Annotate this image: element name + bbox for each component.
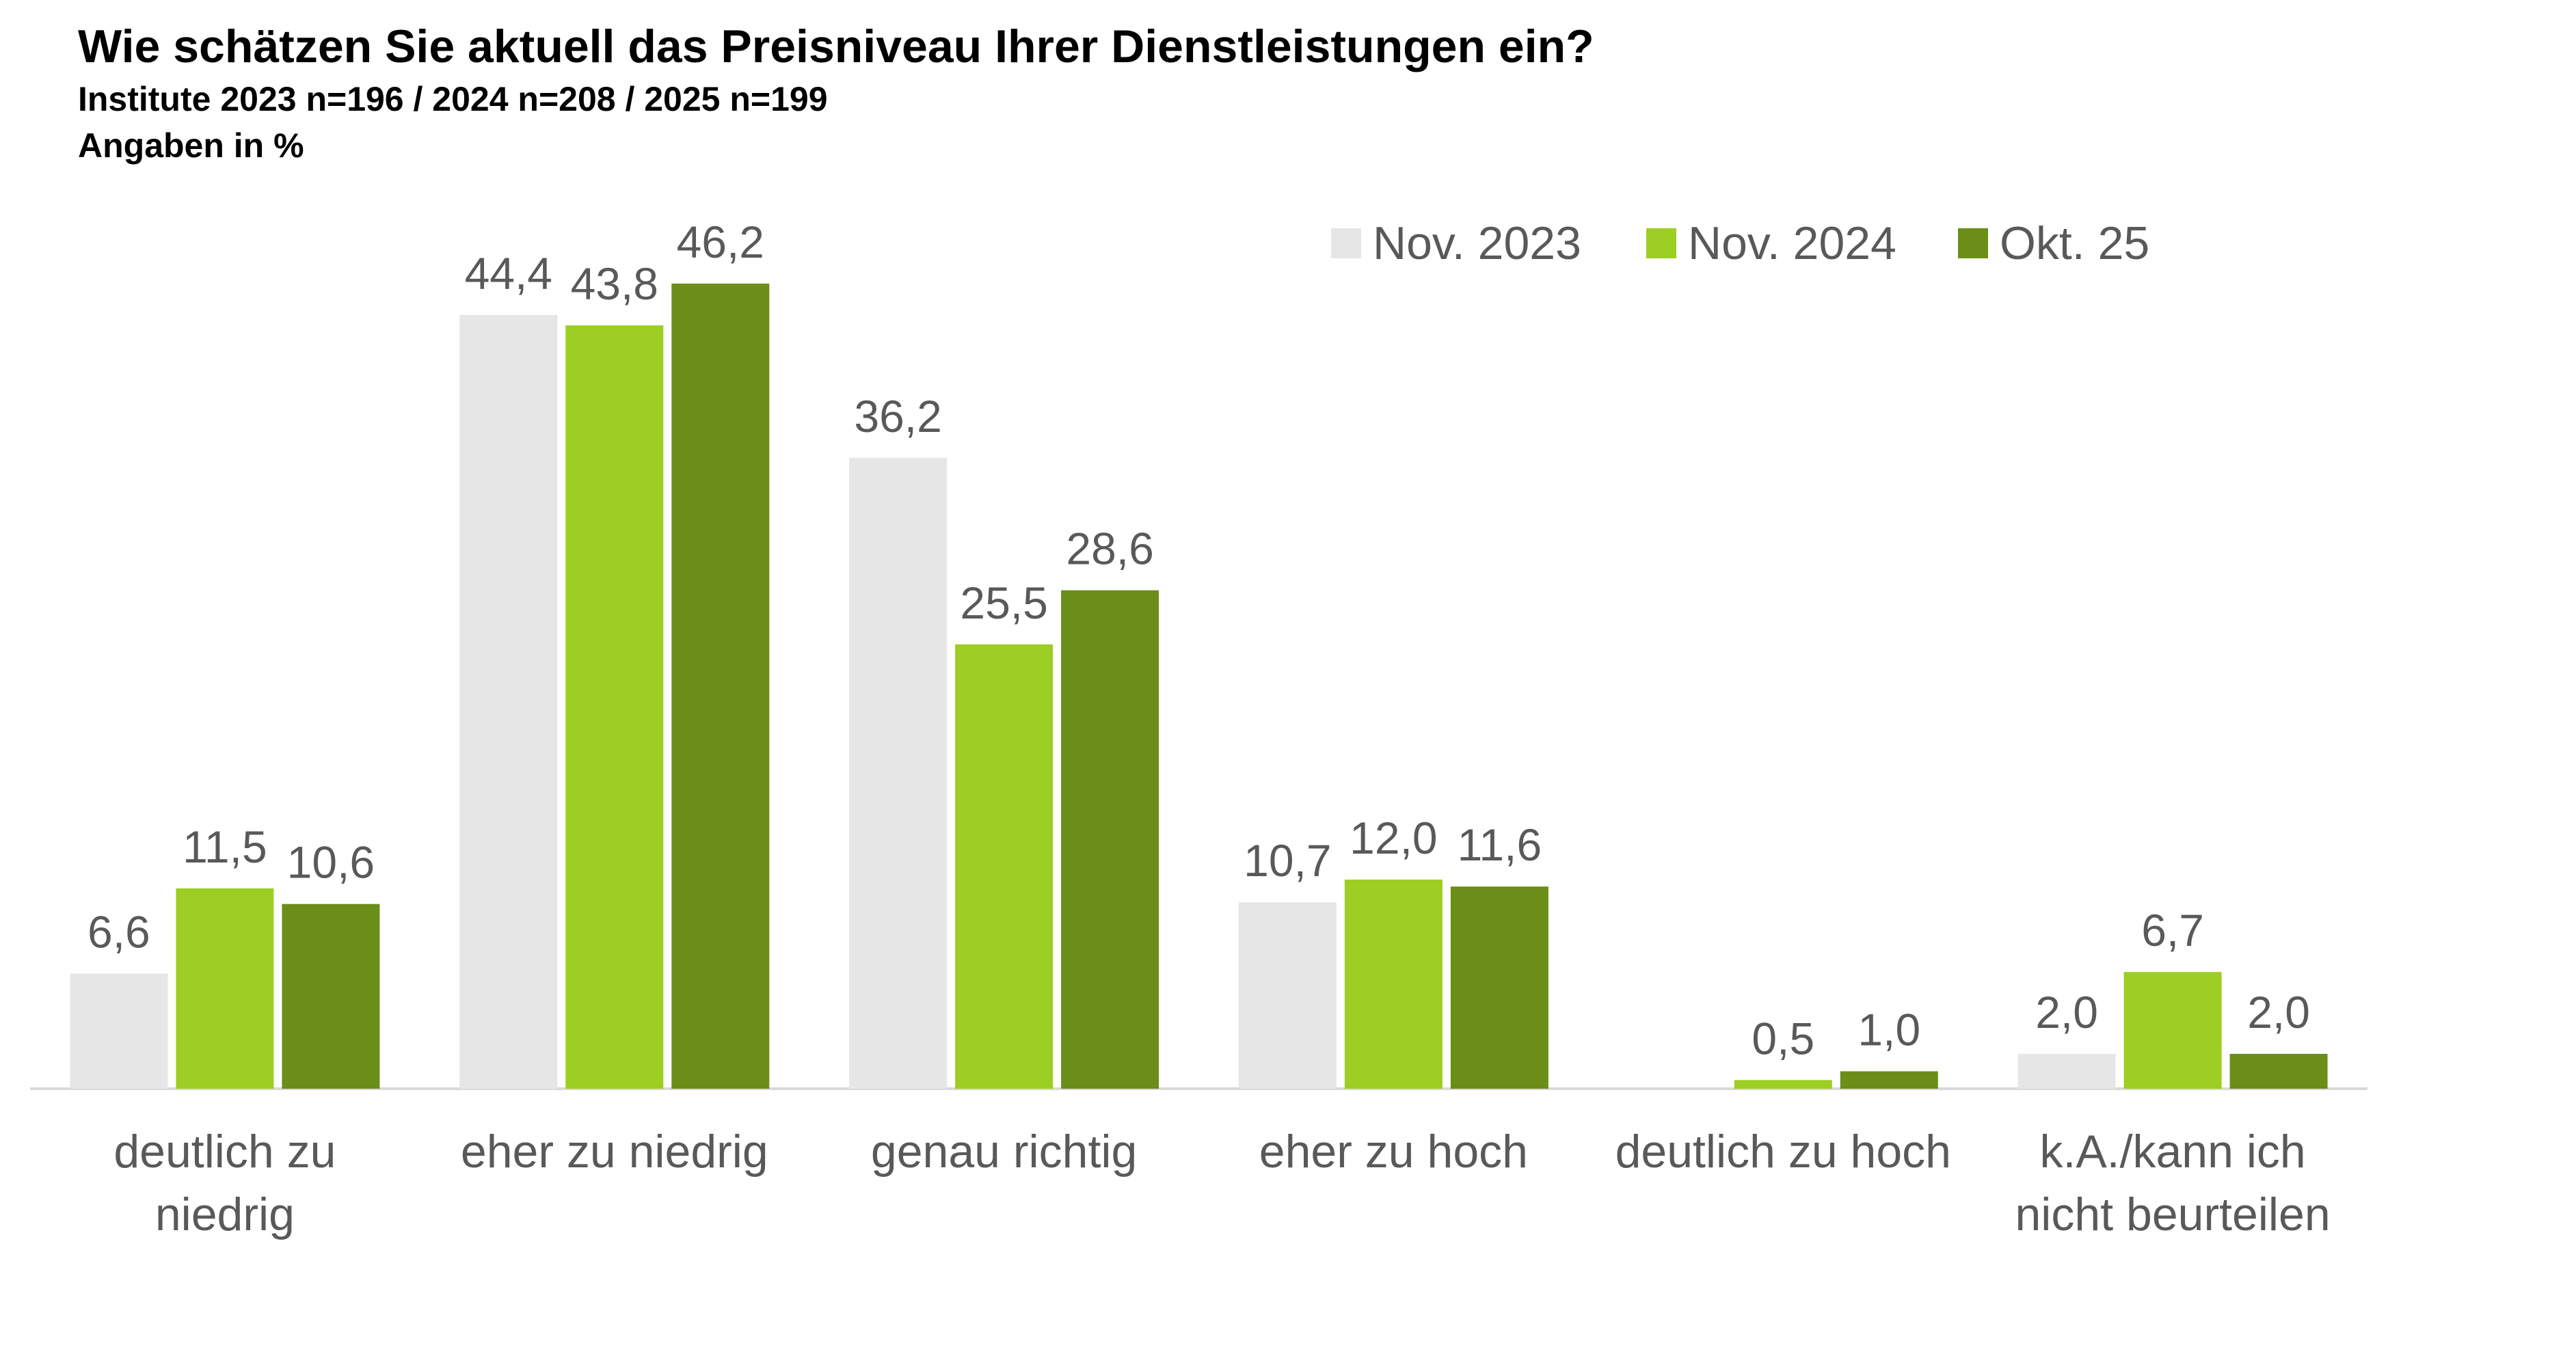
value-label-okt-25-k-a-kann-ich-nicht-beurteilen: 2,0 xyxy=(2247,987,2310,1037)
value-label-nov-2024-k-a-kann-ich-nicht-beurteilen: 6,7 xyxy=(2141,905,2204,955)
bar-nov-2024-deutlich-zu-niedrig xyxy=(176,888,274,1089)
bar-nov-2024-deutlich-zu-hoch xyxy=(1734,1080,1832,1089)
value-label-nov-2023-eher-zu-niedrig: 44,4 xyxy=(465,248,552,299)
bar-nov-2024-genau-richtig xyxy=(955,644,1054,1089)
chart-title: Wie schätzen Sie aktuell das Preisniveau… xyxy=(78,21,1594,72)
bar-nov-2023-eher-zu-niedrig xyxy=(459,314,558,1089)
legend-label: Nov. 2023 xyxy=(1373,217,1581,269)
value-label-okt-25-deutlich-zu-niedrig: 10,6 xyxy=(287,837,375,888)
bar-okt-25-genau-richtig xyxy=(1061,590,1159,1089)
legend-swatch xyxy=(1958,228,1988,258)
bar-group-deutlich-zu-niedrig: 6,6 11,5 10,6 xyxy=(70,821,380,1089)
bar-group-eher-zu-hoch: 10,7 12,0 11,6 xyxy=(1238,813,1548,1089)
bar-okt-25-deutlich-zu-niedrig xyxy=(282,904,380,1089)
value-label-nov-2023-k-a-kann-ich-nicht-beurteilen: 2,0 xyxy=(2035,987,2098,1037)
legend-label: Okt. 25 xyxy=(2000,217,2150,269)
legend-item-nov-2024: Nov. 2024 xyxy=(1646,216,1896,271)
category-label-eher-zu-niedrig: eher zu niedrig xyxy=(460,1126,768,1178)
value-label-nov-2024-eher-zu-niedrig: 43,8 xyxy=(571,258,658,309)
legend-swatch xyxy=(1331,228,1361,258)
value-label-okt-25-eher-zu-niedrig: 46,2 xyxy=(677,217,764,267)
bar-nov-2023-eher-zu-hoch xyxy=(1238,902,1337,1089)
bar-nov-2024-k-a-kann-ich-nicht-beurteilen xyxy=(2123,972,2222,1089)
bar-group-k-a-kann-ich-nicht-beurteilen: 2,0 6,7 2,0 xyxy=(2017,905,2328,1089)
bar-okt-25-eher-zu-hoch xyxy=(1450,886,1548,1089)
legend-item-nov-2023: Nov. 2023 xyxy=(1331,216,1581,271)
bar-nov-2024-eher-zu-niedrig xyxy=(565,325,664,1089)
bar-nov-2023-k-a-kann-ich-nicht-beurteilen xyxy=(2017,1054,2116,1089)
bar-nov-2023-deutlich-zu-niedrig xyxy=(70,973,168,1089)
value-label-nov-2024-deutlich-zu-hoch: 0,5 xyxy=(1752,1013,1814,1063)
value-label-okt-25-eher-zu-hoch: 11,6 xyxy=(1458,819,1542,870)
value-label-nov-2023-genau-richtig: 36,2 xyxy=(854,391,941,441)
value-label-nov-2024-deutlich-zu-niedrig: 11,5 xyxy=(183,821,267,872)
value-label-nov-2024-genau-richtig: 25,5 xyxy=(960,578,1047,628)
value-label-nov-2023-eher-zu-hoch: 10,7 xyxy=(1244,835,1331,886)
category-label-eher-zu-hoch: eher zu hoch xyxy=(1259,1126,1528,1178)
bar-group-deutlich-zu-hoch: 0,5 1,0 xyxy=(1734,1005,1938,1089)
legend-item-okt-25: Okt. 25 xyxy=(1958,216,2149,271)
bar-okt-25-eher-zu-niedrig xyxy=(671,283,770,1089)
bar-group-eher-zu-niedrig: 44,4 43,8 46,2 xyxy=(459,217,770,1089)
bar-okt-25-deutlich-zu-hoch xyxy=(1840,1071,1938,1089)
unit-note: Angaben in % xyxy=(78,126,304,165)
legend-label: Nov. 2024 xyxy=(1688,217,1896,269)
category-label-deutlich-zu-niedrig: deutlich zu niedrig xyxy=(113,1126,336,1240)
category-label-deutlich-zu-hoch: deutlich zu hoch xyxy=(1615,1126,1952,1178)
bar-nov-2023-genau-richtig xyxy=(849,457,948,1089)
chart-subtitle: Institute 2023 n=196 / 2024 n=208 / 2025… xyxy=(78,80,828,118)
category-label-k-a-kann-ich-nicht-beurteilen: k.A./kann ich nicht beurteilen xyxy=(2015,1126,2331,1240)
bar-okt-25-k-a-kann-ich-nicht-beurteilen xyxy=(2229,1054,2328,1089)
category-label-genau-richtig: genau richtig xyxy=(870,1126,1138,1178)
bar-group-genau-richtig: 36,2 25,5 28,6 xyxy=(849,391,1159,1089)
value-label-okt-25-genau-richtig: 28,6 xyxy=(1066,524,1153,574)
value-label-okt-25-deutlich-zu-hoch: 1,0 xyxy=(1857,1005,1920,1055)
legend-swatch xyxy=(1646,228,1676,258)
value-label-nov-2023-deutlich-zu-niedrig: 6,6 xyxy=(88,907,150,957)
bar-nov-2024-eher-zu-hoch xyxy=(1344,880,1443,1089)
value-label-nov-2024-eher-zu-hoch: 12,0 xyxy=(1350,813,1437,863)
